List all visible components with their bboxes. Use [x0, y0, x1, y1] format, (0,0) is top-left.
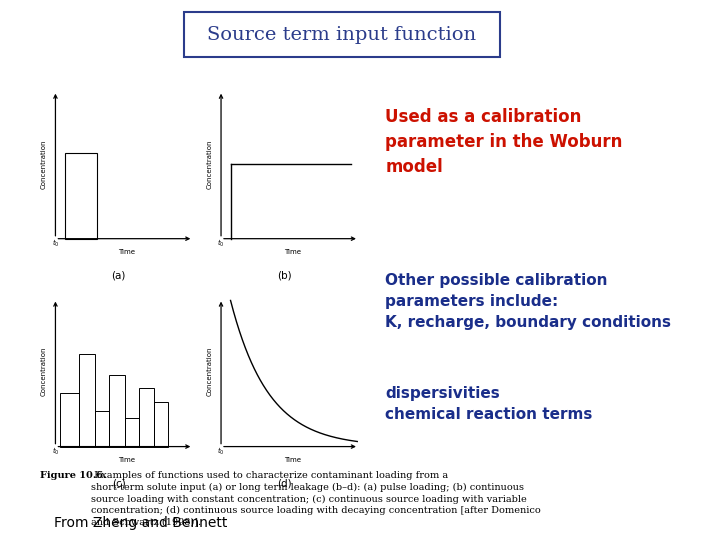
- Text: Other possible calibration
parameters include:
K, recharge, boundary conditions: Other possible calibration parameters in…: [385, 273, 671, 330]
- Bar: [79, 354, 95, 447]
- Text: Source term input function: Source term input function: [207, 25, 477, 44]
- Bar: [65, 153, 96, 239]
- Bar: [109, 375, 125, 447]
- Text: (a): (a): [112, 271, 126, 281]
- Bar: [60, 393, 79, 447]
- Text: (d): (d): [277, 478, 292, 489]
- Text: $t_0$: $t_0$: [217, 238, 225, 249]
- Text: $t_0$: $t_0$: [52, 238, 59, 249]
- Text: Time: Time: [118, 249, 135, 255]
- Text: Time: Time: [284, 457, 301, 463]
- Text: Concentration: Concentration: [40, 139, 47, 188]
- Text: (c): (c): [112, 478, 126, 489]
- Text: Concentration: Concentration: [206, 139, 212, 188]
- Bar: [153, 402, 168, 447]
- Text: dispersivities
chemical reaction terms: dispersivities chemical reaction terms: [385, 386, 593, 422]
- Bar: [95, 411, 109, 447]
- Text: Time: Time: [284, 249, 301, 255]
- Text: Time: Time: [118, 457, 135, 463]
- Text: Used as a calibration
parameter in the Woburn
model: Used as a calibration parameter in the W…: [385, 108, 623, 176]
- Bar: [140, 388, 153, 447]
- Text: From Zheng and Bennett: From Zheng and Bennett: [54, 516, 228, 530]
- Text: Concentration: Concentration: [206, 347, 212, 396]
- Text: Figure 10.6.: Figure 10.6.: [40, 471, 106, 481]
- Text: Examples of functions used to characterize contaminant loading from a
short-term: Examples of functions used to characteri…: [91, 471, 541, 526]
- Text: Concentration: Concentration: [40, 347, 47, 396]
- Text: $t_0$: $t_0$: [217, 446, 225, 457]
- Text: (b): (b): [277, 271, 292, 281]
- Text: $t_0$: $t_0$: [52, 446, 59, 457]
- Bar: [125, 418, 140, 447]
